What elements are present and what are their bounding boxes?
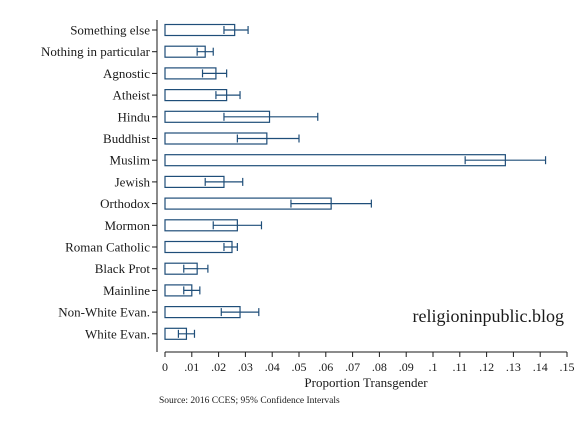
category-label: Non-White Evan. xyxy=(58,305,150,320)
category-label: Mormon xyxy=(105,218,151,233)
x-tick-label: .04 xyxy=(265,360,280,374)
x-tick-label: .11 xyxy=(453,360,468,374)
x-axis: Proportion Transgender xyxy=(165,351,567,390)
category-label: Muslim xyxy=(110,153,150,168)
x-tick-label: 0 xyxy=(162,360,168,374)
x-tick-label: .14 xyxy=(533,360,548,374)
bar xyxy=(164,154,506,167)
x-tick-label: .07 xyxy=(345,360,360,374)
category-label: White Evan. xyxy=(85,326,150,341)
category-label: Black Prot xyxy=(95,261,151,276)
category-label: Jewish xyxy=(115,174,151,189)
category-label: Orthodox xyxy=(100,196,150,211)
watermark-text: religioninpublic.blog xyxy=(413,306,564,326)
x-tick-label: .03 xyxy=(238,360,253,374)
category-label: Roman Catholic xyxy=(65,240,150,255)
x-tick-label: .02 xyxy=(211,360,226,374)
x-tick-label: .01 xyxy=(184,360,199,374)
x-ticks: 0 .01 .02 .03 .04 .05 .06 .07 .08 .09 .1 .11 .12 .13.… xyxy=(162,352,575,374)
source-note: Source: 2016 CCES; 95% Confidence Interv… xyxy=(159,395,340,406)
category-label: Atheist xyxy=(112,88,150,103)
x-tick-label: .13 xyxy=(506,360,521,374)
x-tick-label: .12 xyxy=(479,360,494,374)
category-label: Nothing in particular xyxy=(41,44,151,59)
x-tick-label: .05 xyxy=(292,360,307,374)
x-tick-label: .1 xyxy=(429,360,438,374)
x-tick-label: .06 xyxy=(318,360,333,374)
category-label: Something else xyxy=(70,23,150,38)
category-label: Buddhist xyxy=(103,131,150,146)
x-tick-label: .09 xyxy=(399,360,414,374)
category-label: Mainline xyxy=(103,283,150,298)
bar xyxy=(164,240,233,254)
error-bars xyxy=(177,26,547,338)
x-tick-label: .15 xyxy=(560,360,575,374)
x-axis-title: Proportion Transgender xyxy=(304,375,428,390)
y-ticks xyxy=(152,29,157,335)
category-label: Agnostic xyxy=(103,66,150,81)
x-tick-label: .08 xyxy=(372,360,387,374)
category-labels: Something else Nothing in particular Agnos… xyxy=(41,23,151,342)
category-label: Hindu xyxy=(118,109,151,124)
